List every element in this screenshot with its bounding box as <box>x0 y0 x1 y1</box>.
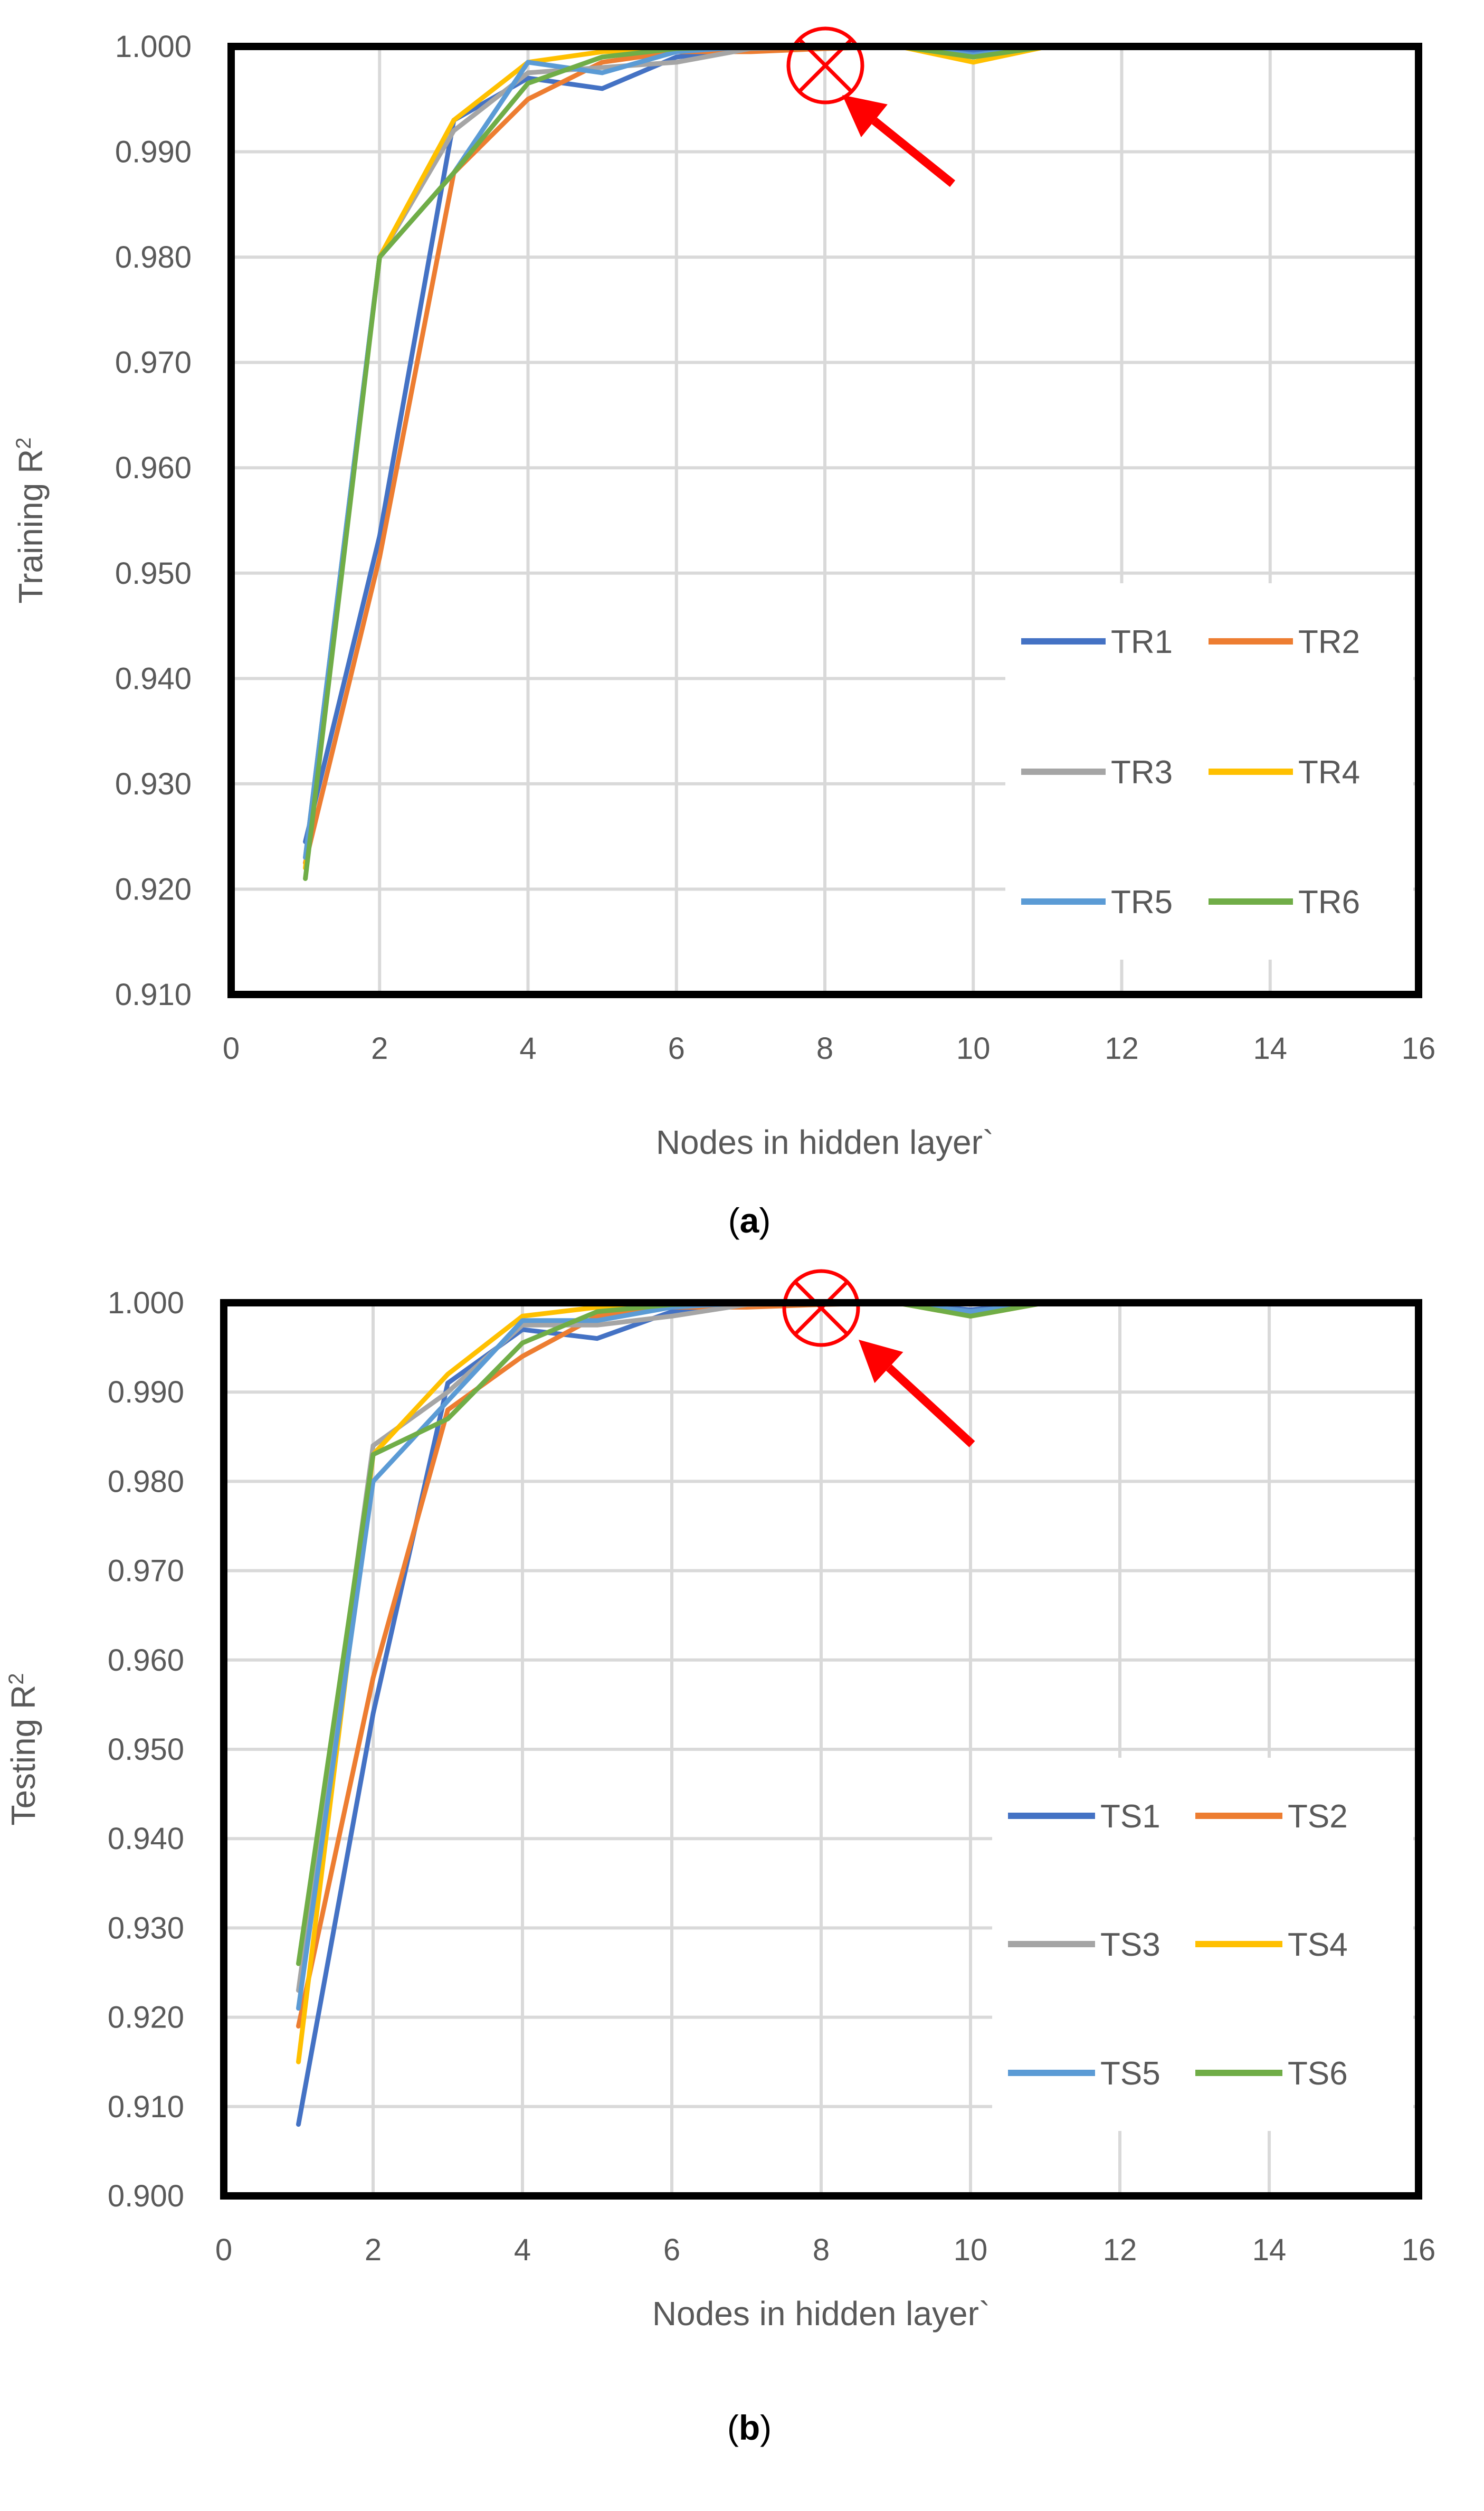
legend-label: TS5 <box>1100 2055 1160 2092</box>
x-tick-label: 8 <box>813 2233 830 2267</box>
x-tick-labels: 0 2 4 6 8 10 12 14 16 <box>223 1031 1435 1066</box>
y-tick-label: 0.930 <box>115 767 192 801</box>
panel-caption: (b) <box>727 2408 772 2447</box>
y-tick-label: 0.940 <box>108 1822 184 1856</box>
y-tick-label: 0.980 <box>115 240 192 274</box>
legend-item: TR3 <box>1021 754 1173 791</box>
legend-item: TR2 <box>1209 624 1360 660</box>
legend-label: TR2 <box>1298 624 1360 660</box>
y-axis-title-main: Testing R <box>4 1685 42 1826</box>
x-tick-label: 10 <box>956 1031 991 1066</box>
y-tick-label: 0.980 <box>108 1464 184 1499</box>
y-tick-label: 0.910 <box>115 978 192 1012</box>
x-axis-title: Nodes in hidden layer` <box>656 1123 994 1161</box>
caption-open-paren: ( <box>728 1201 740 1240</box>
y-tick-label: 0.920 <box>115 872 192 906</box>
legend-item: TS3 <box>1008 1927 1160 1963</box>
legend-label: TR3 <box>1111 754 1173 791</box>
y-tick-label: 0.940 <box>115 661 192 696</box>
y-tick-label: 0.990 <box>115 135 192 169</box>
y-tick-label: 0.960 <box>108 1643 184 1678</box>
panel-caption: (a) <box>728 1201 771 1240</box>
y-tick-label: 0.900 <box>108 2179 184 2213</box>
legend-label: TS3 <box>1100 1927 1160 1963</box>
caption-letter: b <box>739 2408 760 2447</box>
legend-item: TS4 <box>1195 1927 1348 1963</box>
legend-label: TS4 <box>1288 1927 1348 1963</box>
y-axis-title-main: Training R <box>12 449 50 604</box>
legend-label: TS1 <box>1100 1798 1160 1835</box>
legend-label: TR6 <box>1298 884 1360 921</box>
x-tick-label: 6 <box>668 1031 685 1066</box>
x-axis-title: Nodes in hidden layer` <box>652 2295 990 2333</box>
plot-frame <box>227 43 1422 998</box>
caption-close-paren: ) <box>760 2408 772 2447</box>
legend-item: TS2 <box>1195 1798 1348 1835</box>
caption-close-paren: ) <box>759 1201 770 1240</box>
legend-item: TR5 <box>1021 884 1173 921</box>
annotation <box>786 26 956 187</box>
y-tick-labels: 0.900 0.910 0.920 0.930 0.940 0.950 0.960 0.970… <box>108 1286 184 2213</box>
x-tick-label: 2 <box>371 1031 388 1066</box>
y-tick-label: 0.950 <box>115 556 192 591</box>
legend-label: TS2 <box>1288 1798 1348 1835</box>
plot-frame <box>220 1299 1422 2200</box>
annotation <box>782 1269 975 1447</box>
x-tick-label: 2 <box>365 2233 382 2267</box>
y-tick-label: 0.960 <box>115 451 192 485</box>
x-tick-label: 14 <box>1252 2233 1287 2267</box>
y-tick-label: 0.950 <box>108 1732 184 1767</box>
legend-label: TR1 <box>1111 624 1173 660</box>
legend-item: TS6 <box>1195 2055 1348 2092</box>
x-tick-label: 4 <box>519 1031 536 1066</box>
x-tick-label: 4 <box>514 2233 531 2267</box>
y-tick-label: 0.990 <box>108 1375 184 1409</box>
x-tick-labels: 0 2 4 6 8 10 12 14 16 <box>215 2233 1435 2267</box>
x-tick-label: 10 <box>954 2233 988 2267</box>
y-tick-label: 0.970 <box>115 346 192 380</box>
x-tick-label: 12 <box>1103 2233 1137 2267</box>
legend-item: TS1 <box>1008 1798 1160 1835</box>
caption-letter: a <box>740 1201 760 1240</box>
circled-x-icon <box>782 1269 860 1347</box>
legend-item: TS5 <box>1008 2055 1160 2092</box>
legend-label: TR5 <box>1111 884 1173 921</box>
y-tick-labels: 0.910 0.920 0.930 0.940 0.950 0.960 0.970 0.980… <box>115 30 192 1012</box>
y-tick-label: 0.920 <box>108 2001 184 2035</box>
caption-open-paren: ( <box>727 2408 739 2447</box>
x-tick-label: 16 <box>1402 1031 1436 1066</box>
legend-label: TS6 <box>1288 2055 1348 2092</box>
legend: TS1 TS2 TS3 TS4 TS5 TS6 <box>992 1758 1413 2131</box>
y-axis-title: Training R2 <box>12 437 50 603</box>
y-tick-label: 0.910 <box>108 2090 184 2124</box>
x-tick-label: 14 <box>1253 1031 1287 1066</box>
legend-item: TR6 <box>1209 884 1360 921</box>
y-tick-label: 0.970 <box>108 1554 184 1588</box>
y-tick-label: 0.930 <box>108 1911 184 1945</box>
y-axis-title: Testing R2 <box>4 1673 42 1825</box>
y-axis-title-superscript: 2 <box>12 437 35 449</box>
x-tick-label: 16 <box>1402 2233 1436 2267</box>
x-tick-label: 8 <box>816 1031 833 1066</box>
x-tick-label: 6 <box>663 2233 680 2267</box>
legend-label: TR4 <box>1298 754 1360 791</box>
x-tick-label: 0 <box>215 2233 232 2267</box>
y-tick-label: 1.000 <box>115 30 192 64</box>
x-tick-label: 12 <box>1105 1031 1139 1066</box>
arrow-icon <box>842 95 956 187</box>
y-axis-title-superscript: 2 <box>5 1673 28 1684</box>
y-tick-label: 1.000 <box>108 1286 184 1320</box>
legend-item: TR1 <box>1021 624 1173 660</box>
legend: TR1 TR2 TR3 TR4 TR5 TR6 <box>1005 583 1413 960</box>
arrow-icon <box>859 1340 975 1447</box>
x-tick-label: 0 <box>223 1031 240 1066</box>
legend-item: TR4 <box>1209 754 1360 791</box>
